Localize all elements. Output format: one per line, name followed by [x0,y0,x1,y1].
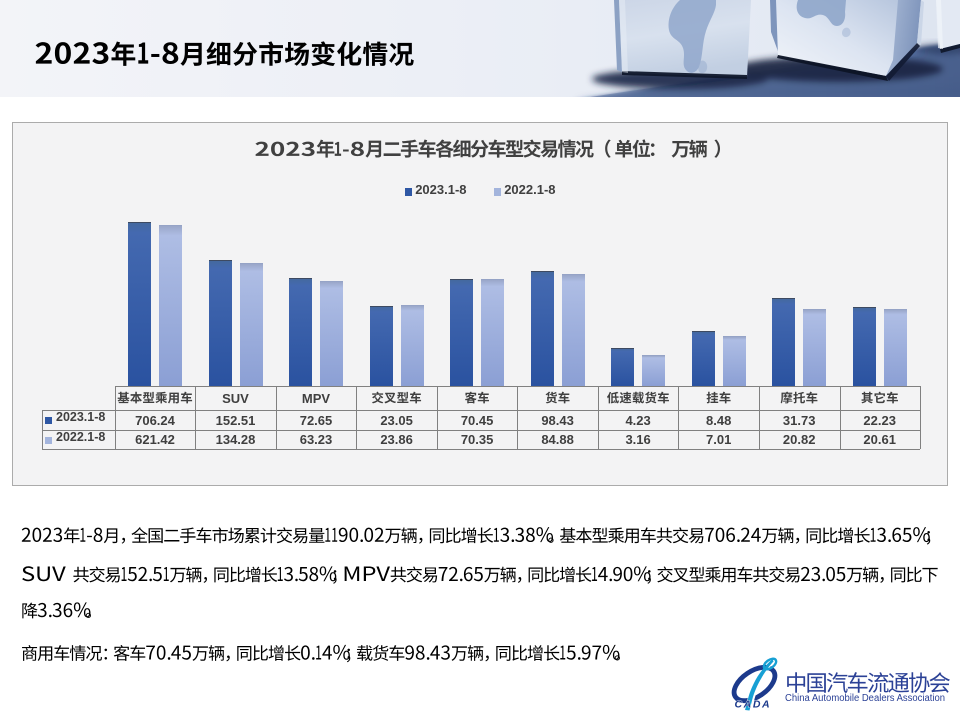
svg-text:CADA: CADA [735,699,772,711]
svg-text:China Automobile Dealers Assoc: China Automobile Dealers Association [785,693,945,704]
